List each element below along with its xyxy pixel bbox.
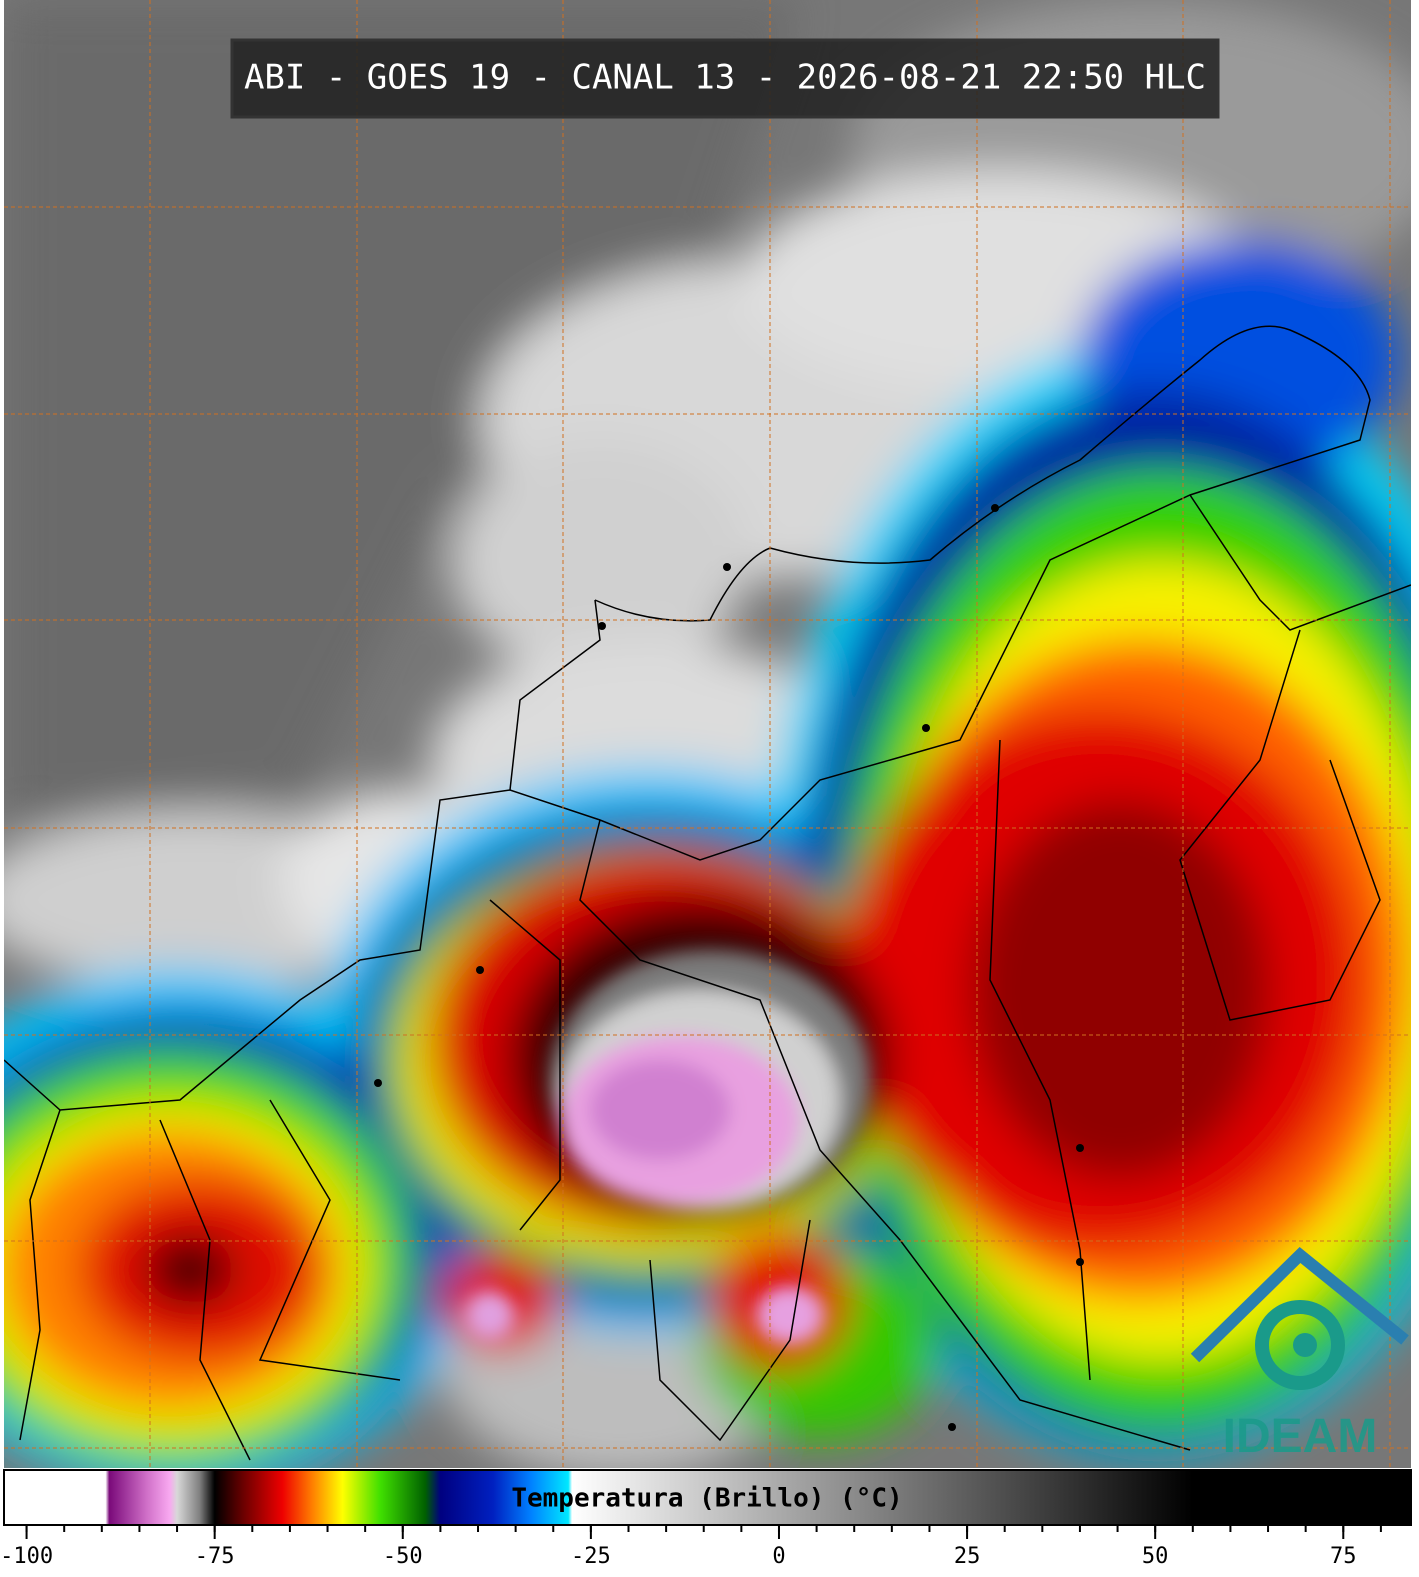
tick-label: -25 — [571, 1544, 611, 1569]
tick-label: -100 — [0, 1544, 53, 1569]
satellite-image: IDEAM — [4, 0, 1411, 1468]
tick-label: 75 — [1330, 1544, 1357, 1569]
tick-label: 0 — [772, 1544, 785, 1569]
title: ABI - GOES 19 - CANAL 13 - 2026-08-21 22… — [244, 58, 1206, 98]
logo: IDEAM — [1190, 1246, 1409, 1463]
colorbar-label: Temperatura (Brillo) (°C) — [511, 1484, 902, 1514]
tick-label: 50 — [1142, 1544, 1169, 1569]
city-markers — [374, 504, 1084, 1431]
graticule — [4, 0, 1411, 1468]
title-box — [230, 38, 1220, 119]
tick-label: 25 — [954, 1544, 981, 1569]
colorbar — [3, 1469, 1412, 1526]
coastline — [4, 325, 1411, 1461]
logo-text: IDEAM — [1223, 1410, 1378, 1463]
tick-label: -75 — [195, 1544, 235, 1569]
tick-label: -50 — [383, 1544, 423, 1569]
colorbar-axis: -100 -75 -50 -25 0 25 50 75 — [0, 1526, 1382, 1569]
